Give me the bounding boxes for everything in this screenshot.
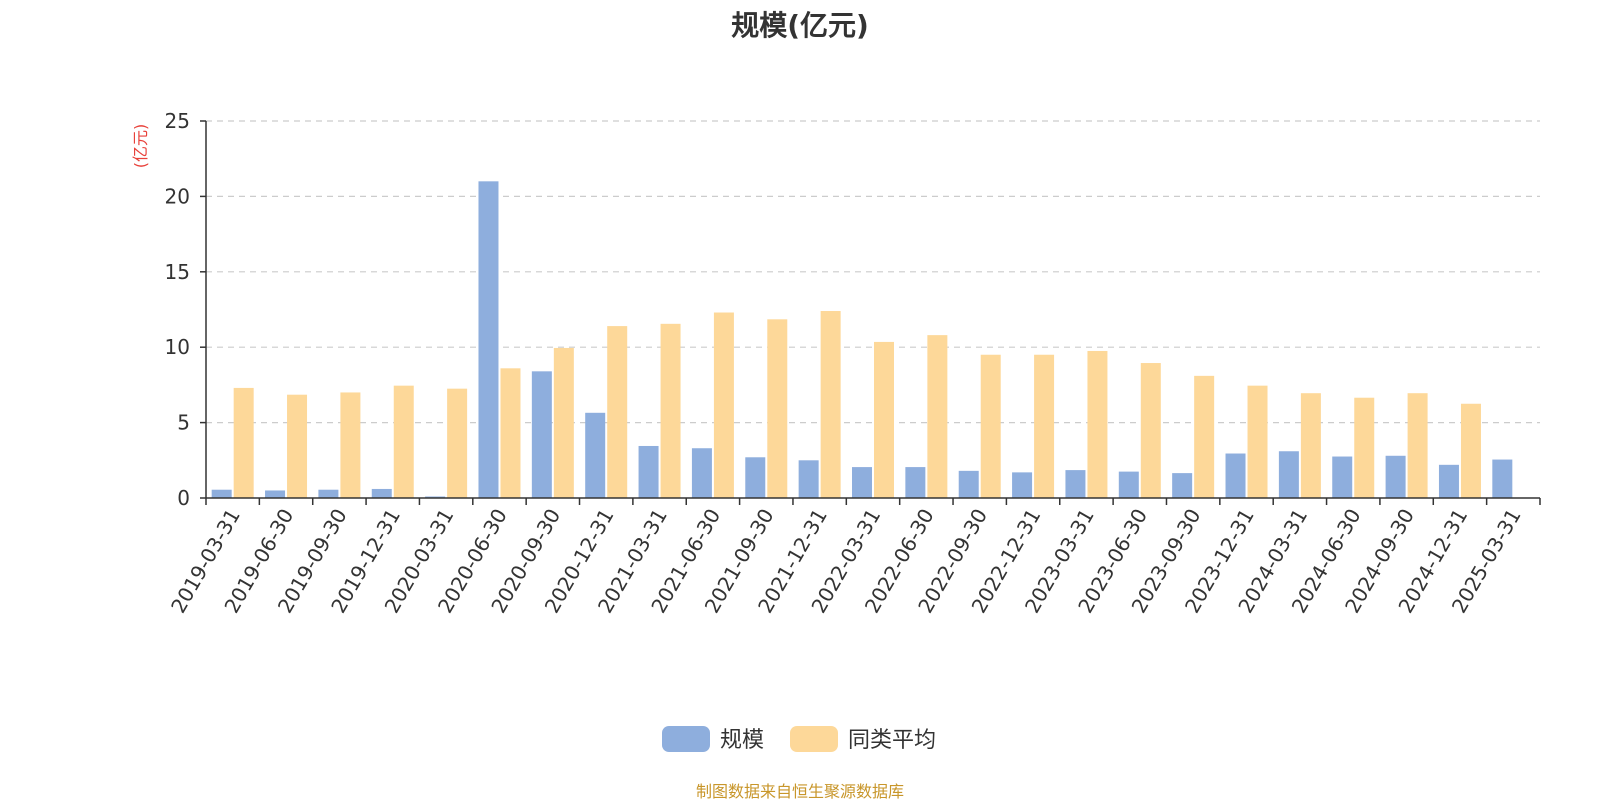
bar-scale xyxy=(1332,456,1353,498)
bar-peer-average xyxy=(980,354,1001,498)
bar-peer-average xyxy=(607,326,628,498)
bar-peer-average xyxy=(660,323,681,498)
bar-peer-average xyxy=(1247,385,1268,498)
bar-scale xyxy=(1172,473,1193,498)
y-tick-label: 15 xyxy=(165,260,190,284)
bar-scale xyxy=(1278,451,1299,498)
legend-label-peer-average[interactable]: 同类平均 xyxy=(848,728,936,753)
bar-peer-average xyxy=(393,385,414,498)
bar-scale xyxy=(585,412,606,498)
y-tick-label: 10 xyxy=(165,335,190,359)
bar-peer-average xyxy=(1300,393,1321,498)
bar-scale xyxy=(265,490,286,498)
chart-title: 规模(亿元) xyxy=(731,9,869,42)
bar-scale xyxy=(905,467,926,498)
bar-scale xyxy=(425,496,446,498)
bar-scale xyxy=(371,488,392,498)
bar-scale xyxy=(1385,455,1406,498)
bar-scale xyxy=(638,445,659,498)
bar-peer-average xyxy=(553,347,574,498)
legend-swatch-scale[interactable] xyxy=(662,726,710,752)
bar-scale xyxy=(798,460,819,498)
legend: 规模 同类平均 xyxy=(662,726,936,753)
bar-peer-average xyxy=(233,387,254,498)
bar-peer-average xyxy=(1407,393,1428,498)
bar-scale xyxy=(1065,470,1086,498)
bar-scale xyxy=(318,489,339,498)
legend-swatch-peer-average[interactable] xyxy=(790,726,838,752)
bar-scale xyxy=(478,181,499,498)
bars xyxy=(211,181,1513,498)
bar-peer-average xyxy=(1140,363,1161,498)
legend-label-scale[interactable]: 规模 xyxy=(720,728,764,753)
bar-scale xyxy=(852,467,872,498)
axes: 05101520252019-03-312019-06-302019-09-30… xyxy=(165,109,1541,617)
y-tick-label: 5 xyxy=(177,411,190,435)
bar-peer-average xyxy=(874,341,894,498)
bar-scale xyxy=(745,457,766,498)
bar-peer-average xyxy=(340,392,361,498)
source-note: 制图数据来自恒生聚源数据库 xyxy=(695,782,904,801)
bar-scale xyxy=(958,470,979,498)
bar-peer-average xyxy=(1087,350,1108,498)
bar-peer-average xyxy=(500,368,521,498)
bar-peer-average xyxy=(1034,354,1055,498)
bar-scale xyxy=(1438,464,1459,498)
bar-peer-average xyxy=(927,335,948,498)
bar-peer-average xyxy=(767,319,788,498)
bar-scale xyxy=(211,489,232,498)
bar-peer-average xyxy=(713,312,734,498)
bar-scale xyxy=(1012,472,1033,498)
bar-scale xyxy=(1118,471,1139,498)
y-tick-label: 25 xyxy=(165,109,190,133)
bar-peer-average xyxy=(447,388,468,498)
bar-peer-average xyxy=(820,311,841,498)
bar-peer-average xyxy=(1460,403,1481,498)
bar-peer-average xyxy=(1194,375,1215,498)
bar-scale xyxy=(1225,453,1246,498)
bar-scale xyxy=(1492,459,1513,498)
bar-scale xyxy=(691,448,712,498)
y-tick-label: 20 xyxy=(165,184,190,208)
bar-peer-average xyxy=(1354,397,1375,498)
grid-lines xyxy=(206,120,1540,424)
y-tick-label: 0 xyxy=(177,486,190,510)
bar-peer-average xyxy=(287,394,308,498)
bar-scale xyxy=(531,371,552,498)
y-axis-label: (亿元) xyxy=(131,124,150,169)
